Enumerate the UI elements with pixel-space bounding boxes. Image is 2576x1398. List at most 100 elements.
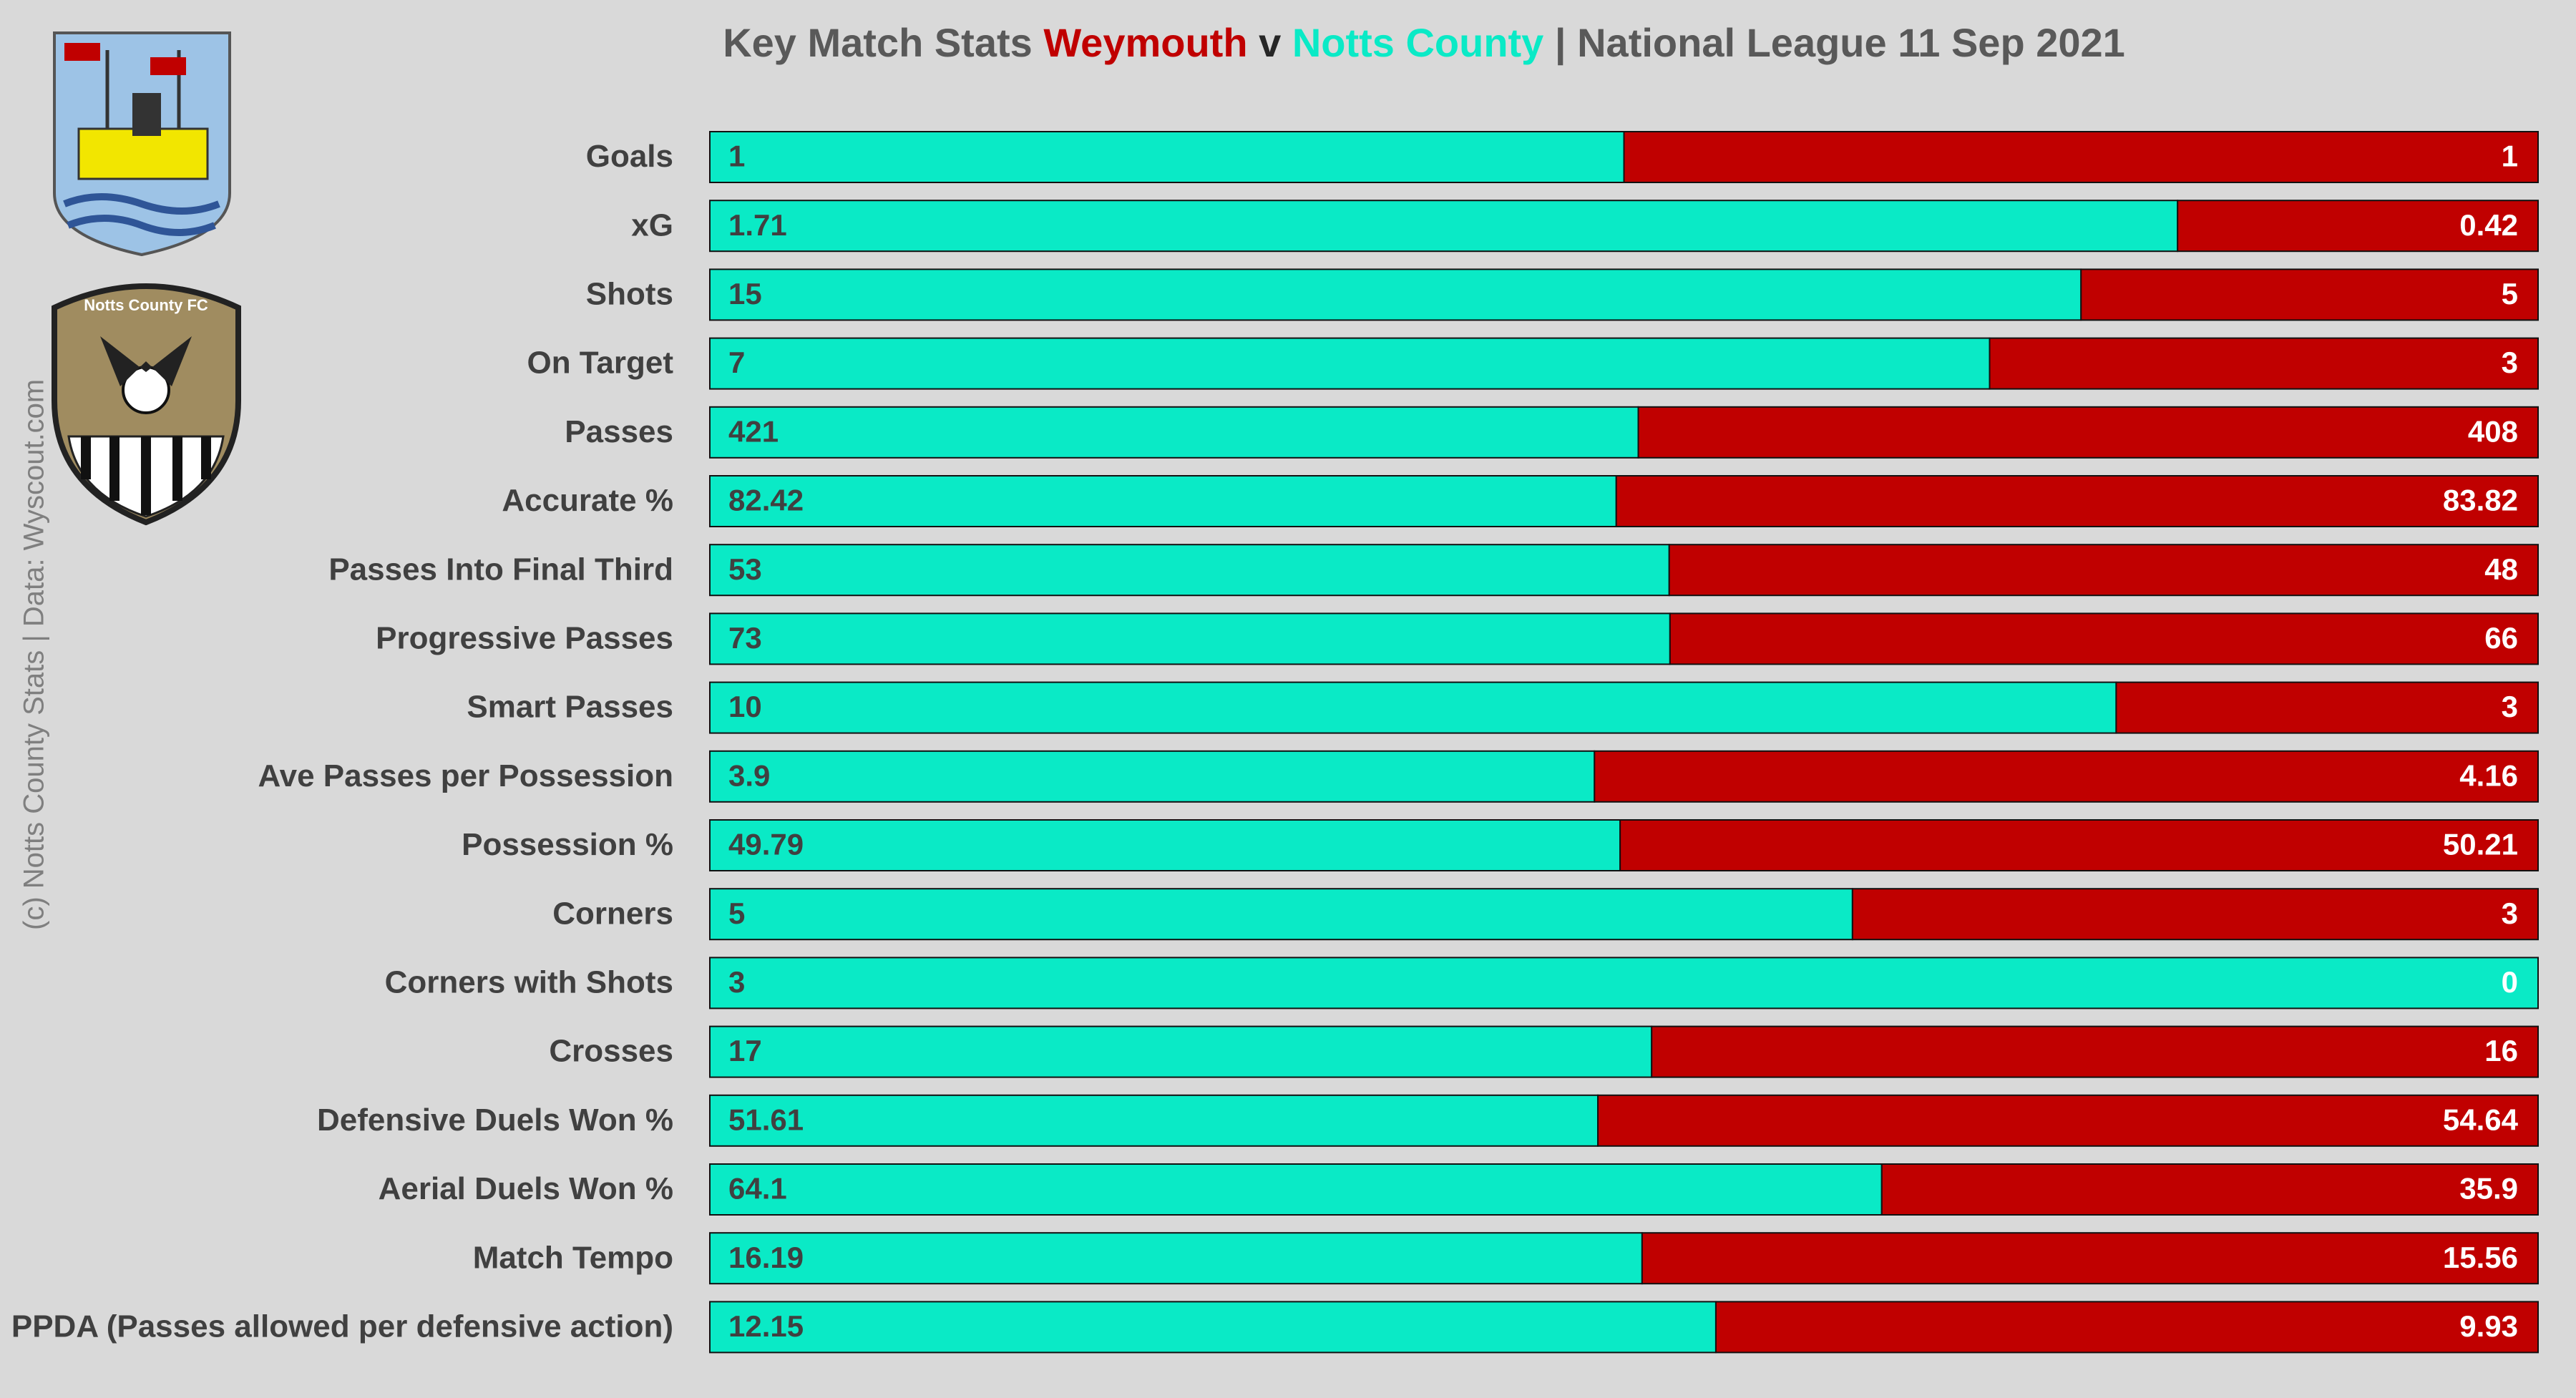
bar-segment [709,612,1671,665]
value-label: 16.19 [728,1241,804,1274]
bar-segment [709,1301,1717,1354]
value-label: 5 [728,896,745,930]
bar-segment [709,888,1853,941]
bar-segment [709,1232,1643,1285]
bar-segment [1714,1301,2539,1354]
category-label: xG [631,207,673,243]
bar-segment [709,1163,1883,1216]
value-label: 3 [2502,346,2518,379]
bar-segment [709,337,1991,390]
bar-segment [709,681,2117,734]
bar-segment [709,406,1639,459]
title-joiner: v [1259,20,1281,65]
value-label: 9.93 [2459,1309,2518,1343]
bar-segment [1669,612,2539,665]
value-label: 0 [2502,965,2518,999]
category-label: Corners with Shots [385,965,673,1000]
bar-segment [1668,544,2540,597]
category-label: Progressive Passes [376,621,673,656]
bar-segment [1594,750,2539,803]
category-label: Passes Into Final Third [328,552,673,587]
category-label: Shots [586,277,673,312]
bar-segment [709,819,1621,871]
value-label: 1 [728,140,745,173]
category-label: Accurate % [502,483,673,518]
category-label: Possession % [462,827,673,862]
bar-segment [709,475,1617,527]
bar-segment [709,1025,1653,1078]
bar-segment [1619,819,2539,871]
bar-segment [709,268,2082,321]
home-team: Weymouth [1043,20,1247,65]
category-label: Passes [565,414,673,449]
category-label: Aerial Duels Won % [379,1171,673,1206]
value-label: 66 [2484,621,2518,655]
value-label: 83.82 [2443,484,2518,517]
value-label: 17 [728,1034,762,1067]
value-label: 15 [728,277,762,311]
subtitle: | National League 11 Sep 2021 [1555,20,2125,66]
bar-segment [1597,1094,2539,1147]
bar-segment [709,750,1596,803]
bar-segment [1989,337,2539,390]
bar-segment [2080,268,2539,321]
value-label: 1 [2502,140,2518,173]
bar-segment [2177,200,2540,253]
category-label: Crosses [549,1034,673,1069]
value-label: 1.71 [728,208,787,242]
away-team: Notts County [1292,20,1544,65]
title-text: Key Match Stats [723,20,1033,65]
value-label: 16 [2484,1034,2518,1067]
bar-segment [709,544,1670,597]
category-label: PPDA (Passes allowed per defensive actio… [11,1309,673,1344]
bar-segment [1637,406,2539,459]
value-label: 73 [728,621,762,655]
value-label: 15.56 [2443,1241,2518,1274]
bar-segment [1623,131,2539,183]
value-label: 408 [2468,414,2518,448]
category-label: Defensive Duels Won % [317,1103,673,1138]
category-label: Goals [586,139,673,174]
value-label: 48 [2484,552,2518,586]
value-label: 64.1 [728,1172,787,1206]
value-label: 4.16 [2459,758,2518,792]
value-label: 3 [2502,690,2518,723]
bar-segment [1651,1025,2539,1078]
notts-crest: Notts County FC [52,283,241,526]
value-label: 10 [728,690,762,723]
value-label: 49.79 [728,828,804,861]
bar-segment [1880,1163,2539,1216]
value-label: 3.9 [728,758,770,792]
bar-segment [1615,475,2539,527]
category-label: On Target [527,346,673,381]
bar-segment [2115,681,2539,734]
chart-title: Key Match Stats Weymouth v Notts County … [723,20,2125,66]
value-label: 3 [728,965,745,999]
category-label: Match Tempo [473,1240,673,1275]
value-label: 50.21 [2443,828,2518,861]
value-label: 0.42 [2459,208,2518,242]
bar-segment [709,957,2539,1010]
category-label: Ave Passes per Possession [258,758,674,793]
value-label: 54.64 [2443,1103,2519,1136]
bar-segment [709,131,1625,183]
category-label: Smart Passes [467,690,673,725]
svg-text:Notts County FC: Notts County FC [84,296,208,314]
category-label: Corners [552,896,673,931]
value-label: 53 [728,552,762,586]
value-label: 5 [2502,277,2518,311]
bar-segment [1851,888,2539,941]
bar-segment [709,200,2179,253]
value-label: 12.15 [728,1309,804,1343]
value-label: 3 [2502,896,2518,930]
value-label: 421 [728,414,779,448]
value-label: 82.42 [728,484,804,517]
credit: (c) Notts County Stats | Data: Wyscout.c… [19,379,50,930]
value-label: 7 [728,346,745,379]
weymouth-crest [53,31,231,257]
bar-segment [1641,1232,2539,1285]
value-label: 51.61 [728,1103,804,1136]
bar-segment [709,1094,1599,1147]
